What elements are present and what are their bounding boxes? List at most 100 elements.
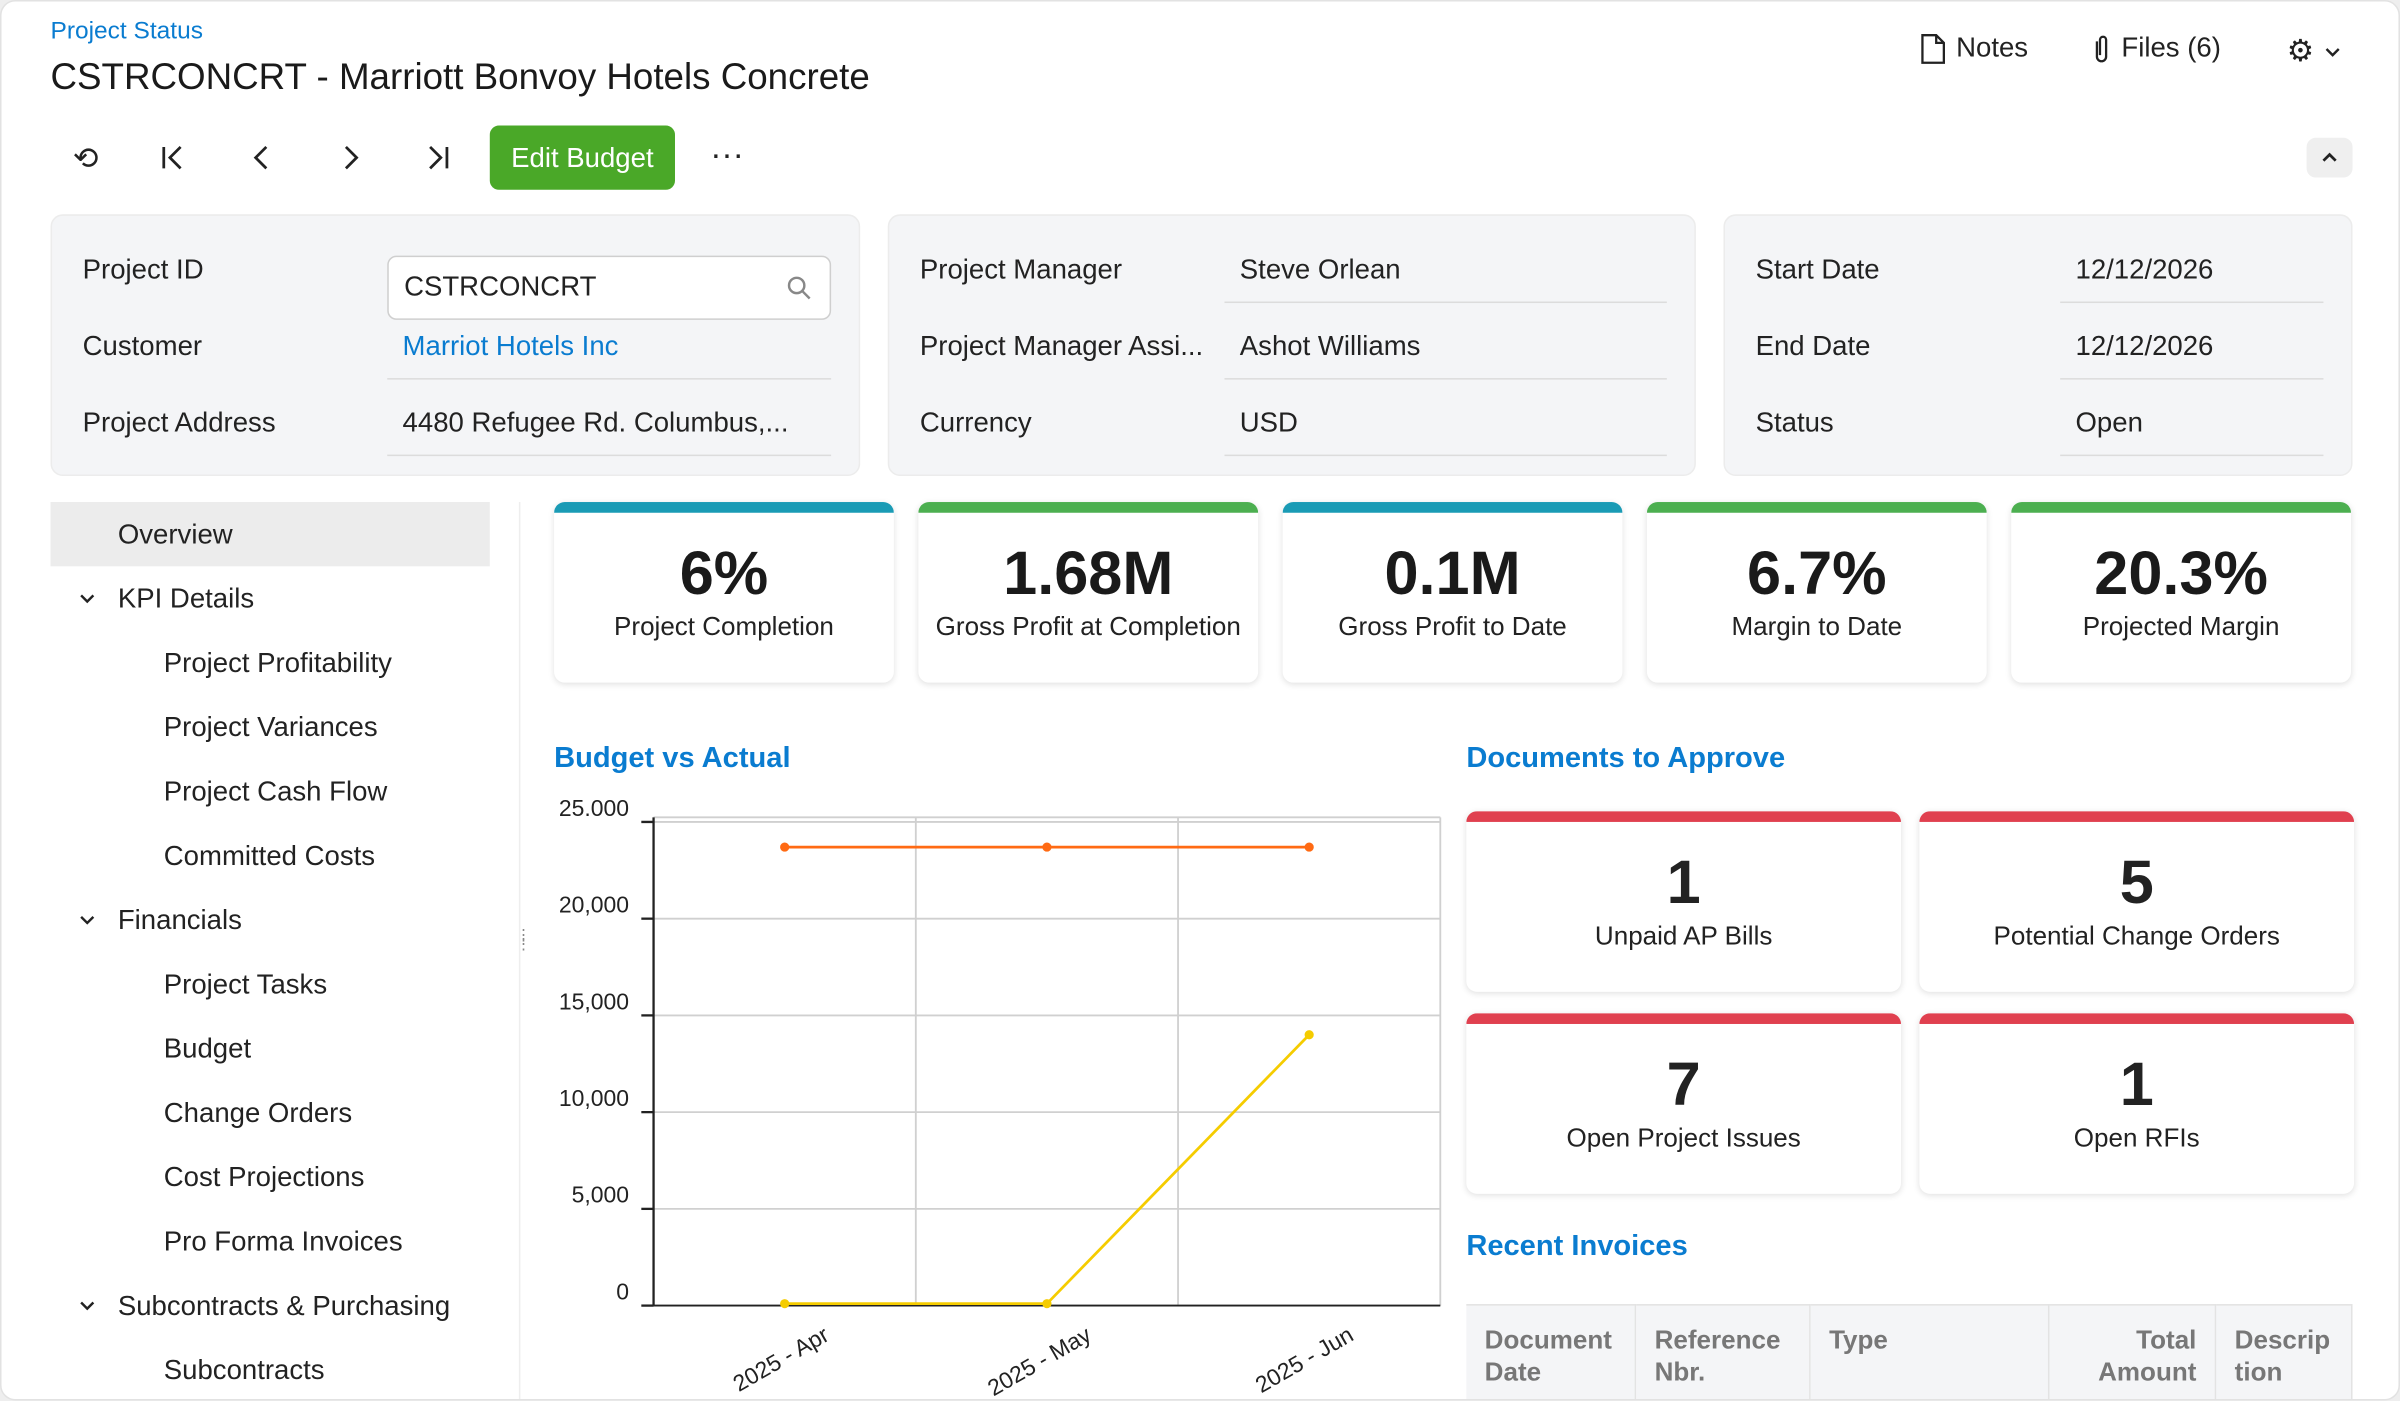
pm-assistant-value: Ashot Williams	[1224, 331, 1667, 380]
status-value: Open	[2060, 407, 2324, 457]
sidebar-item-label: Cost Projections	[163, 1160, 365, 1192]
sidebar-item[interactable]: Budget	[51, 1016, 490, 1080]
more-actions-icon[interactable]: ···	[710, 134, 744, 173]
breadcrumb[interactable]: Project Status	[50, 18, 203, 45]
edit-budget-button[interactable]: Edit Budget	[489, 125, 675, 190]
sidebar-item[interactable]: Subcontracts & Purchasing	[51, 1273, 490, 1337]
kpi-value: 1.68M	[1003, 540, 1174, 608]
sidebar-item[interactable]: Committed Costs	[51, 823, 490, 887]
document-count: 1	[1666, 849, 1701, 917]
field-label: Start Date	[1755, 254, 1880, 285]
column-header[interactable]: Reference Nbr.	[1636, 1304, 1811, 1399]
data-point[interactable]	[780, 1299, 790, 1309]
data-point[interactable]	[1042, 842, 1052, 852]
column-header[interactable]: Type	[1810, 1304, 2050, 1399]
first-record-icon[interactable]	[155, 139, 192, 176]
chevron-down-icon[interactable]	[78, 1293, 96, 1317]
sidebar-item-label: Project Profitability	[163, 646, 392, 678]
kpi-card[interactable]: 6.7% Margin to Date	[1646, 502, 1987, 683]
document-card[interactable]: 5 Potential Change Orders	[1919, 811, 2355, 992]
sidebar-item-label: Project Variances	[163, 710, 378, 742]
kpi-accent-bar	[1646, 502, 1987, 513]
kpi-label: Margin to Date	[1731, 612, 1903, 642]
files-button[interactable]: Files (6)	[2091, 32, 2221, 64]
start-date-value: 12/12/2026	[2060, 254, 2324, 304]
document-accent-bar	[1466, 1013, 1902, 1024]
field-label: Status	[1755, 407, 1834, 438]
sidebar-item[interactable]: Project Profitability	[51, 631, 490, 695]
column-header[interactable]: Total Amount	[2049, 1304, 2217, 1399]
kpi-card[interactable]: 20.3% Projected Margin	[2011, 502, 2352, 683]
field-label: End Date	[1755, 330, 1871, 362]
notes-button[interactable]: Notes	[1919, 32, 2028, 64]
undo-icon[interactable]: ⟲	[72, 141, 99, 176]
kpi-card[interactable]: 1.68M Gross Profit at Completion	[918, 502, 1259, 683]
document-accent-bar	[1919, 811, 2355, 822]
sidebar-item[interactable]: Financials	[51, 888, 490, 952]
customer-link[interactable]: Marriot Hotels Inc	[387, 331, 832, 380]
search-icon[interactable]	[787, 276, 811, 300]
kpi-label: Projected Margin	[2082, 612, 2280, 642]
document-count: 1	[2119, 1051, 2154, 1119]
document-label: Unpaid AP Bills	[1594, 921, 1773, 951]
paperclip-icon	[2095, 34, 2108, 62]
collapse-header-button[interactable]	[2306, 137, 2353, 178]
sidebar-item[interactable]: Project Tasks	[51, 952, 490, 1016]
data-point[interactable]	[1304, 842, 1314, 852]
field-label: Project Address	[82, 407, 276, 438]
project-address-value: 4480 Refugee Rd. Columbus,...	[387, 407, 832, 457]
sidebar-item[interactable]: Project Cash Flow	[51, 759, 490, 823]
sidebar-item[interactable]: Subcontracts	[51, 1338, 490, 1399]
field-label: Project Manager	[919, 254, 1123, 285]
sidebar-item-label: Financials	[117, 903, 242, 935]
project-id-value: CSTRCONCRT	[404, 270, 597, 302]
dates-status-card: Start Date 12/12/2026 End Date 12/12/2026 …	[1723, 214, 2353, 477]
currency-value: USD	[1224, 407, 1667, 457]
field-label: Customer	[82, 330, 203, 362]
y-tick-label: 5,000	[572, 1182, 629, 1208]
column-header[interactable]: Document Date	[1466, 1304, 1637, 1399]
sidebar-item-label: Project Cash Flow	[163, 775, 388, 806]
sidebar-item[interactable]: Cost Projections	[51, 1145, 490, 1209]
recent-invoices-title: Recent Invoices	[1466, 1230, 1688, 1263]
document-count: 7	[1666, 1051, 1701, 1119]
data-point[interactable]	[1042, 1299, 1052, 1309]
sidebar-item[interactable]: Pro Forma Invoices	[51, 1209, 490, 1273]
last-record-icon[interactable]	[419, 139, 456, 176]
sidebar-item-label: Committed Costs	[163, 839, 376, 871]
sidebar-item-label: Budget	[163, 1032, 252, 1064]
kpi-card[interactable]: 6% Project Completion	[554, 502, 894, 683]
kpi-value: 6.7%	[1747, 540, 1887, 608]
document-card[interactable]: 1 Unpaid AP Bills	[1466, 811, 1902, 992]
settings-button[interactable]: ⚙	[2287, 32, 2342, 70]
sidebar-item[interactable]: Change Orders	[51, 1081, 490, 1145]
sidebar-item-label: KPI Details	[117, 582, 255, 614]
kpi-label: Project Completion	[614, 612, 834, 642]
sidebar-item[interactable]: KPI Details	[51, 566, 490, 630]
gear-icon: ⚙	[2286, 35, 2315, 69]
data-point[interactable]	[780, 842, 790, 852]
next-record-icon[interactable]	[332, 139, 369, 176]
chevron-down-icon[interactable]	[78, 908, 96, 932]
chevron-down-icon[interactable]	[78, 586, 96, 610]
y-tick-label: 10,000	[559, 1085, 629, 1111]
sidebar-item-label: Project Tasks	[163, 968, 328, 999]
y-tick-label: 15,000	[559, 988, 629, 1014]
notes-label: Notes	[1956, 32, 2029, 63]
y-tick-label: 0	[616, 1278, 629, 1304]
documents-to-approve-title: Documents to Approve	[1466, 742, 1786, 775]
previous-record-icon[interactable]	[243, 139, 280, 176]
field-label: Project ID	[82, 254, 204, 285]
sidebar-item[interactable]: Overview	[50, 502, 490, 567]
project-id-input[interactable]: CSTRCONCRT	[387, 255, 832, 320]
sidebar-item[interactable]: Project Variances	[51, 695, 490, 759]
field-label: Currency	[919, 407, 1032, 438]
document-card[interactable]: 1 Open RFIs	[1919, 1013, 2355, 1194]
sidebar-nav: Overview KPI Details Project Profitability…	[50, 502, 490, 1399]
data-point[interactable]	[1304, 1030, 1314, 1040]
project-manager-value: Steve Orlean	[1224, 254, 1667, 304]
document-card[interactable]: 7 Open Project Issues	[1466, 1013, 1902, 1194]
column-header[interactable]: Descrip tion	[2216, 1304, 2353, 1399]
kpi-card[interactable]: 0.1M Gross Profit to Date	[1282, 502, 1623, 683]
kpi-accent-bar	[1282, 502, 1623, 513]
